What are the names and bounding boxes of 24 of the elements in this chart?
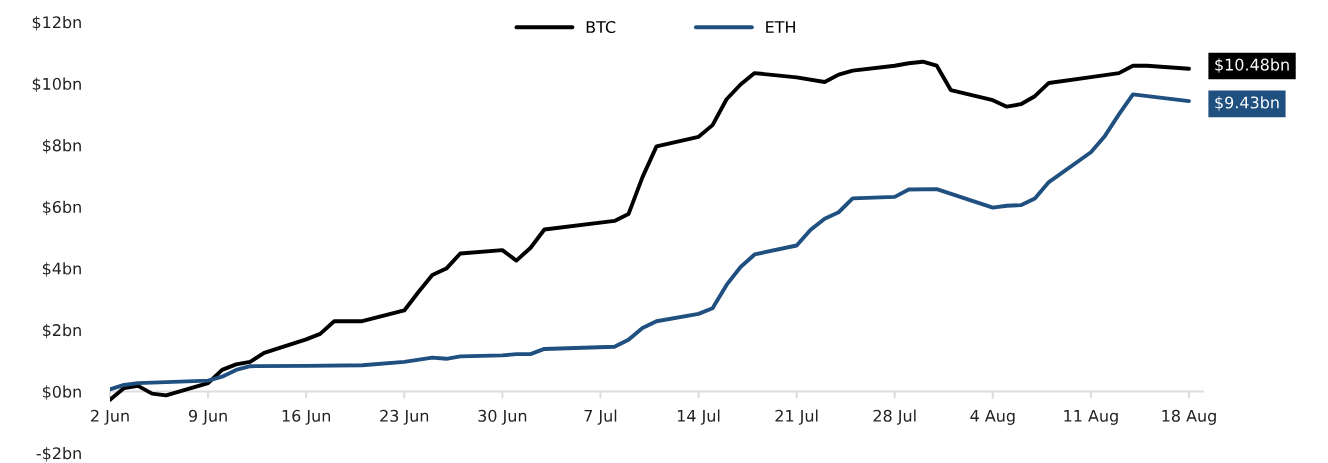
x-tick-label: 9 Jun [189, 409, 227, 425]
y-tick-label: $10bn [32, 77, 81, 92]
x-tick-label: 23 Jun [380, 409, 429, 425]
x-tick-label: 18 Aug [1162, 409, 1216, 425]
x-tick-label: 30 Jun [478, 409, 527, 425]
x-tick-label: 21 Jul [775, 409, 818, 425]
x-tick-label: 28 Jul [873, 409, 916, 425]
y-tick-label: $4bn [42, 262, 81, 277]
x-tick-label: 16 Jun [282, 409, 330, 425]
y-tick-label: $2bn [42, 323, 81, 339]
y-tick-label: $0bn [42, 385, 81, 400]
legend-label: BTC [586, 21, 616, 34]
y-tick-label: $8bn [42, 139, 81, 154]
x-tick-label: 7 Jul [584, 409, 617, 425]
x-tick-label: 4 Aug [970, 409, 1015, 425]
y-tick-label: $6bn [42, 200, 81, 216]
data-label: $9.43bn [1215, 96, 1279, 111]
x-tick-label: 11 Aug [1064, 409, 1118, 425]
legend-label: ETH [766, 21, 795, 33]
x-tick-label: 14 Jul [677, 409, 720, 425]
y-tick-label: -$2bn [36, 446, 81, 462]
x-tick-label: 2 Jun [91, 409, 129, 425]
y-tick-label: $12bn [32, 15, 81, 31]
data-label: $10.48bn [1215, 58, 1289, 73]
